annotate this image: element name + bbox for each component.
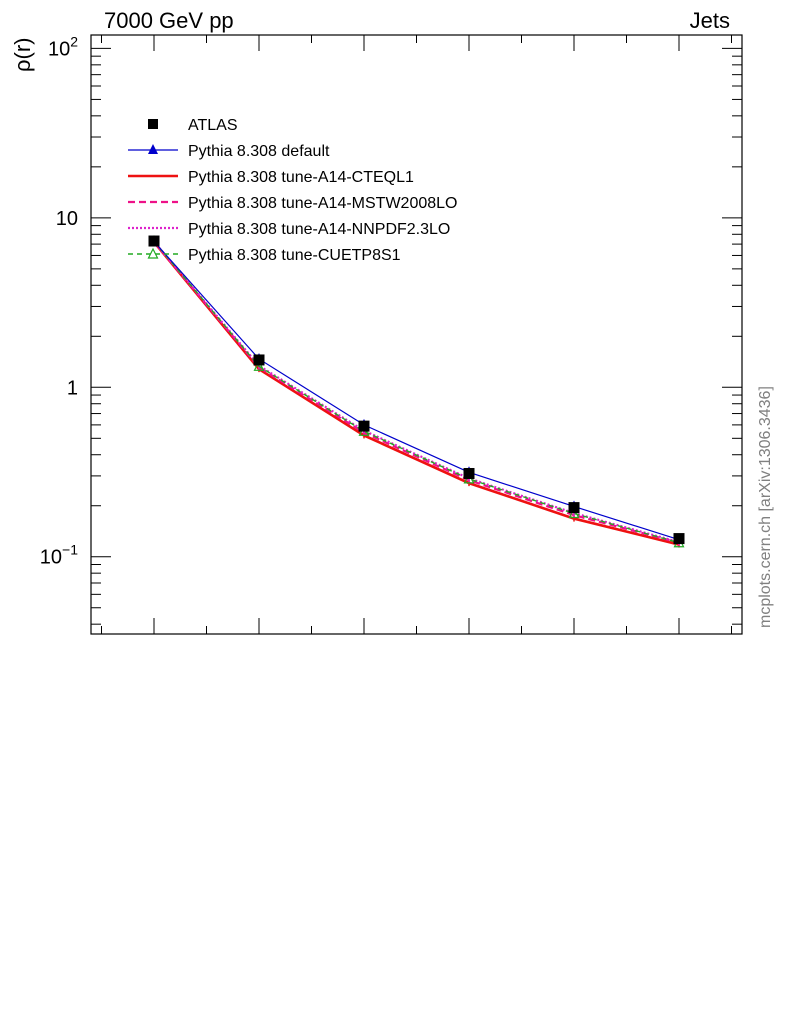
- series-line: [153, 241, 680, 544]
- series-line: [153, 241, 680, 541]
- legend-label: Pythia 8.308 tune-CUETP8S1: [188, 247, 401, 264]
- legend-label: Pythia 8.308 tune-A14-CTEQL1: [188, 169, 414, 186]
- data-point: [568, 502, 580, 514]
- y-tick-labels: 102 10 1 10−1: [40, 33, 78, 568]
- plot-frame: [90, 34, 743, 635]
- data-point: [673, 533, 685, 545]
- y-tick-label: 10−1: [40, 542, 78, 569]
- legend-marker: [148, 119, 158, 129]
- legend-label: Pythia 8.308 default: [188, 143, 330, 160]
- series-layer: [148, 235, 685, 548]
- process-label: Jets: [689, 8, 730, 33]
- series-line: [152, 241, 680, 546]
- series-line: [153, 240, 680, 544]
- legend-label: Pythia 8.308 tune-A14-MSTW2008LO: [188, 195, 457, 212]
- data-point: [253, 359, 265, 371]
- axis-ticks: [91, 35, 742, 634]
- y-tick-label: 10: [56, 208, 78, 230]
- legend-marker: [148, 144, 158, 154]
- energy-label: 7000 GeV pp: [104, 8, 234, 33]
- y-tick-label: 1: [67, 377, 78, 399]
- legend-label: Pythia 8.308 tune-A14-NNPDF2.3LO: [188, 221, 450, 238]
- legend-label: ATLAS: [188, 117, 238, 134]
- data-point: [148, 235, 160, 247]
- data-point: [358, 420, 370, 432]
- data-point: [253, 354, 265, 366]
- legend: ATLAS Pythia 8.308 default Pythia 8.308 tu…: [128, 117, 457, 264]
- series-line: [153, 240, 680, 544]
- y-tick-label: 102: [48, 33, 78, 60]
- legend-marker: [147, 247, 159, 259]
- data-point: [463, 467, 475, 479]
